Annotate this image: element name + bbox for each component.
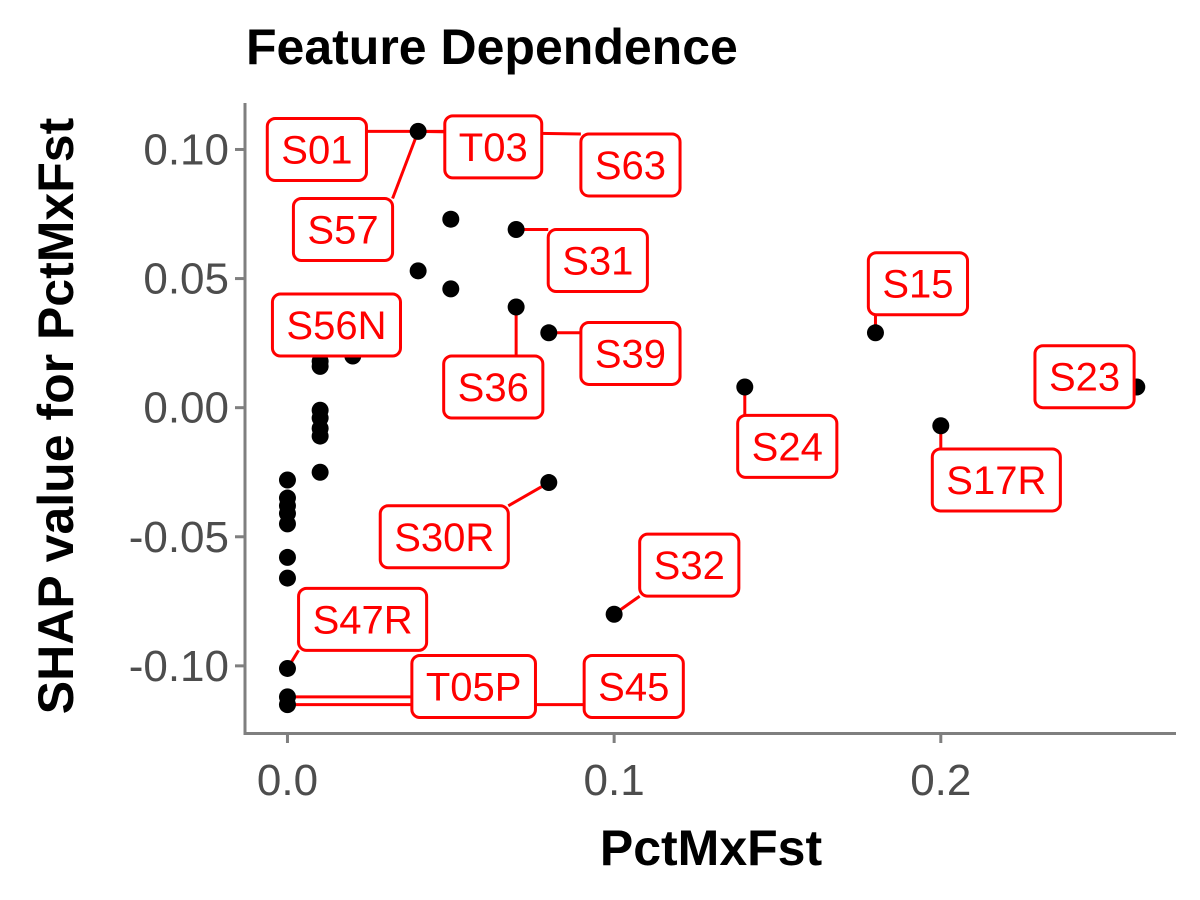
point-label-text: S17R (946, 459, 1046, 503)
point-label: S15 (866, 251, 970, 317)
data-point (278, 569, 296, 587)
point-label-text: T03 (459, 126, 528, 170)
point-label-text: S45 (598, 666, 669, 710)
point-label-text: T05P (426, 666, 522, 710)
point-label: T05P (410, 654, 537, 720)
data-point (605, 605, 623, 623)
data-point (409, 262, 427, 280)
x-axis-title: PctMxFst (600, 820, 823, 876)
point-label-box (1033, 344, 1136, 410)
y-tick-label: 0.05 (143, 255, 229, 304)
point-label: S31 (546, 228, 649, 293)
point-label-box (265, 116, 368, 182)
point-label: S63 (579, 132, 682, 198)
y-tick-label: -0.05 (129, 513, 229, 562)
point-label-box (582, 654, 685, 720)
point-label-box (930, 447, 1062, 513)
data-point (442, 280, 460, 298)
data-point (278, 515, 296, 533)
point-label: S47R (297, 586, 429, 652)
point-label-text: S24 (752, 425, 823, 469)
point-label: S57 (291, 197, 395, 263)
point-label-text: S31 (562, 240, 633, 284)
point-label-box (443, 114, 544, 180)
point-label: S01 (265, 116, 368, 182)
data-point (311, 463, 329, 481)
point-label-text: S01 (281, 128, 352, 172)
point-label: S36 (442, 354, 545, 420)
axis-ticks: 0.0 0.1 0.2 -0.10 -0.05 0.00 0.05 0.10 (129, 125, 972, 805)
y-axis-title: SHAP value for PctMxFst (28, 117, 84, 714)
point-label-text: S47R (313, 598, 413, 642)
x-tick-label: 0.1 (584, 756, 645, 805)
point-label-box (736, 413, 839, 479)
point-label: S45 (582, 654, 685, 720)
data-point (278, 548, 296, 566)
data-point (278, 659, 296, 677)
data-point (278, 471, 296, 489)
axes (243, 103, 1176, 735)
point-label-box (291, 197, 395, 263)
point-label-text: S56N (286, 304, 386, 348)
point-labels: S01 T03 S63 S57 S31 S15 S56N S39 S36 S23 S24 S17R S3… (265, 114, 1136, 720)
x-tick-label: 0.0 (257, 756, 318, 805)
point-label-text: S23 (1049, 356, 1120, 400)
data-point (507, 298, 525, 316)
point-label-text: S63 (595, 144, 666, 188)
point-label: S23 (1033, 344, 1136, 410)
point-label-text: S15 (882, 263, 953, 307)
point-label-text: S30R (394, 516, 494, 560)
point-label-box (297, 586, 429, 652)
y-tick-label: 0.10 (143, 125, 229, 174)
point-label: S24 (736, 413, 839, 479)
y-tick-label: -0.10 (129, 642, 229, 691)
label-connector (391, 130, 420, 200)
point-label: S32 (638, 532, 741, 598)
point-label: T03 (443, 114, 544, 180)
data-point (409, 122, 427, 140)
chart-title: Feature Dependence (246, 19, 738, 75)
point-label-text: S57 (307, 209, 378, 253)
data-point (540, 474, 558, 492)
point-label-text: S36 (458, 366, 529, 410)
point-label-box (442, 354, 545, 420)
data-point (507, 221, 525, 239)
data-point (866, 324, 884, 342)
data-point (311, 357, 329, 375)
y-tick-label: 0.00 (143, 384, 229, 433)
point-label-box (270, 292, 402, 358)
point-label-box (546, 228, 649, 293)
point-label: S56N (270, 292, 402, 358)
data-point (736, 378, 754, 396)
point-label-text: S39 (595, 332, 666, 376)
data-point (442, 210, 460, 228)
x-tick-label: 0.2 (910, 756, 971, 805)
point-label: S39 (579, 320, 682, 386)
point-label: S17R (930, 447, 1062, 513)
data-point (278, 696, 296, 714)
point-label: S30R (378, 504, 510, 570)
point-label-box (579, 320, 682, 386)
point-label-box (579, 132, 682, 198)
point-label-box (410, 654, 537, 720)
data-point (932, 417, 950, 435)
point-label-text: S32 (654, 544, 725, 588)
data-point (311, 427, 329, 445)
point-label-box (866, 251, 970, 317)
point-label-box (378, 504, 510, 570)
data-point (540, 324, 558, 342)
point-label-box (638, 532, 741, 598)
